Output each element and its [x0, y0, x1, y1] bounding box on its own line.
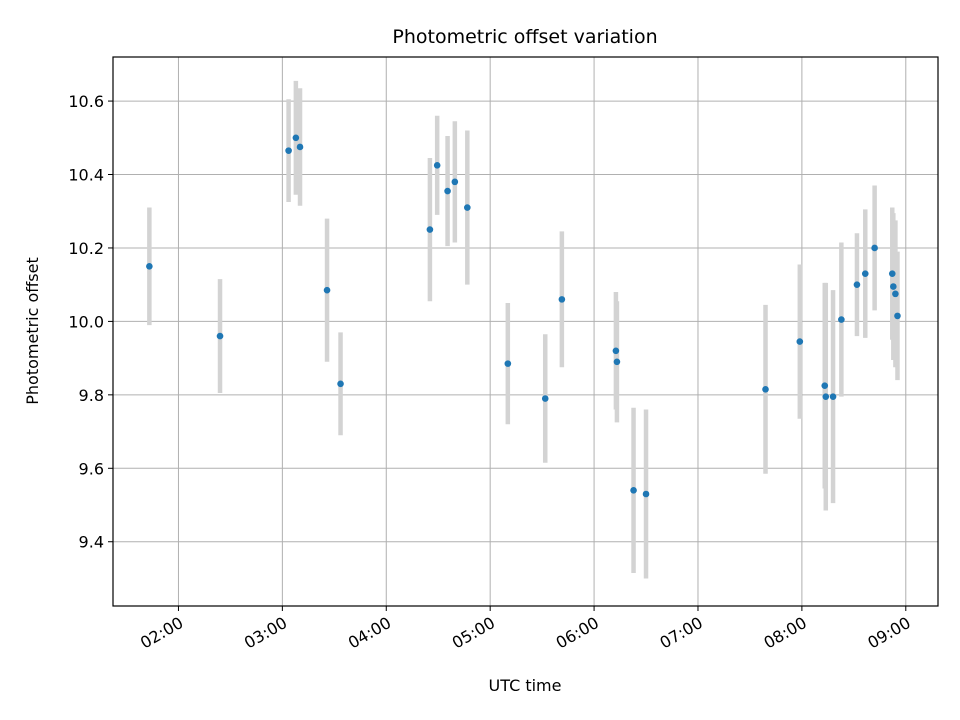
data-point: [762, 386, 769, 393]
data-point: [337, 380, 344, 388]
data-point: [829, 393, 837, 400]
data-point: [853, 281, 861, 288]
chart-title: Photometric offset variation: [392, 26, 657, 48]
data-point: [838, 316, 845, 323]
plot-frame: [112, 56, 939, 607]
data-point: [821, 382, 829, 389]
data-point: [444, 187, 451, 195]
y-tick-label: 10.0: [68, 312, 104, 331]
data-point: [613, 358, 621, 366]
data-points: [146, 134, 901, 498]
data-point: [296, 143, 304, 151]
data-point: [796, 338, 804, 345]
data-point: [892, 290, 899, 298]
data-point: [822, 393, 830, 400]
data-point: [323, 286, 331, 294]
data-point: [146, 263, 153, 270]
data-point: [285, 147, 292, 154]
data-point: [433, 162, 441, 169]
data-point: [451, 178, 459, 186]
data-point: [894, 312, 901, 320]
data-point: [612, 347, 620, 355]
data-point: [292, 134, 300, 142]
y-tick-label: 9.4: [79, 533, 104, 552]
data-point: [541, 395, 549, 402]
data-point: [888, 270, 896, 277]
y-axis-ticks: 9.4 9.6 9.8 10.0 10.2 10.4 10.6: [68, 92, 113, 552]
y-tick-label: 10.2: [68, 239, 104, 258]
data-point: [890, 283, 897, 290]
data-point: [871, 244, 878, 252]
grid: [113, 57, 938, 606]
data-point: [861, 270, 869, 277]
y-tick-label: 9.6: [79, 459, 104, 478]
data-point: [630, 487, 637, 494]
data-point: [426, 226, 434, 233]
y-tick-label: 9.8: [79, 386, 104, 405]
y-tick-label: 10.6: [68, 92, 104, 111]
x-axis-title: UTC time: [489, 676, 562, 695]
data-point: [216, 332, 224, 340]
data-point: [558, 296, 566, 303]
y-axis-title: Photometric offset: [23, 257, 42, 405]
data-point: [504, 360, 512, 367]
data-point: [464, 204, 471, 211]
y-tick-label: 10.4: [68, 166, 104, 185]
data-point: [642, 490, 650, 498]
